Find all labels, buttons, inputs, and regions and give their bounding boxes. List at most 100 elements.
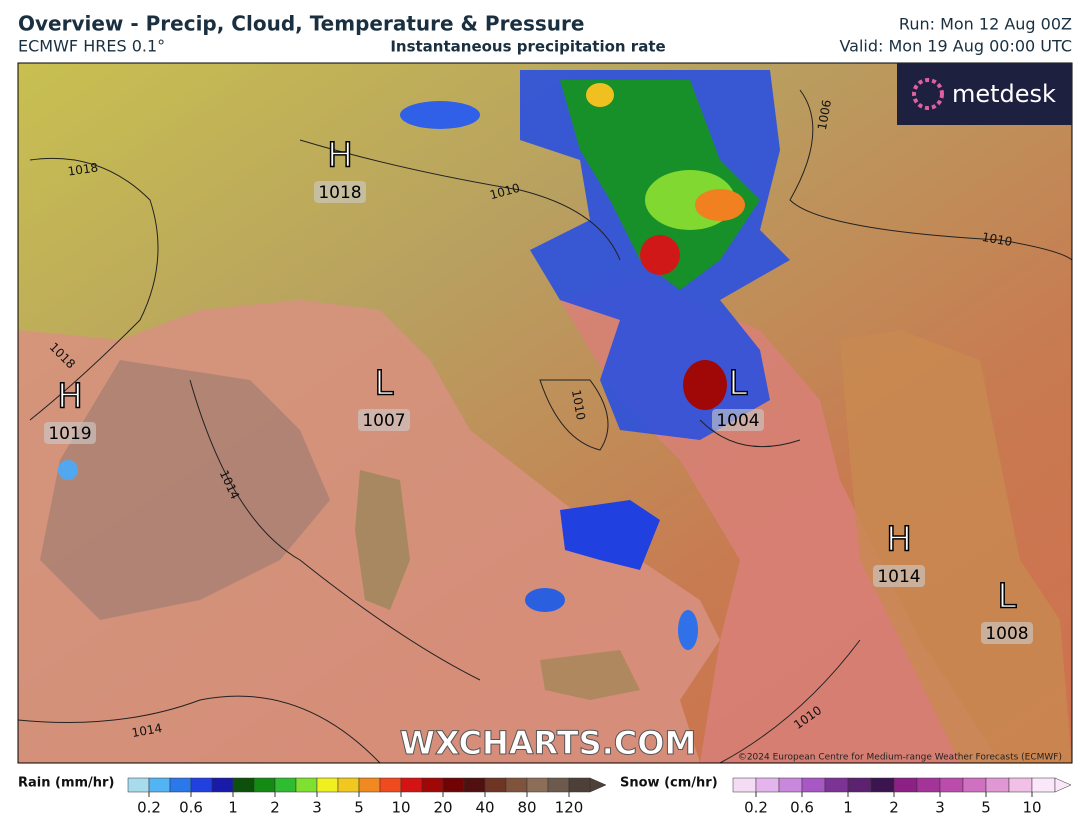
rain-swatch bbox=[253, 777, 276, 793]
rain-tick-label: 10 bbox=[391, 799, 410, 817]
rain-swatch bbox=[316, 777, 339, 793]
pressure-value: 1014 bbox=[877, 567, 920, 587]
rain-legend-title: Rain (mm/hr) bbox=[18, 776, 114, 791]
model: ECMWF HRES 0.1° bbox=[18, 37, 165, 56]
rain-swatch bbox=[190, 777, 213, 793]
logo-box bbox=[897, 63, 1072, 125]
rain-tick-label: 2 bbox=[270, 799, 280, 817]
pressure-value: 1004 bbox=[716, 411, 759, 431]
rain-swatch bbox=[526, 777, 549, 793]
rain-swatch bbox=[379, 777, 402, 793]
pressure-value: 1008 bbox=[985, 624, 1028, 644]
title: Overview - Precip, Cloud, Temperature & … bbox=[18, 12, 584, 36]
pressure-label-bg bbox=[44, 422, 96, 444]
rain-swatch bbox=[505, 777, 528, 793]
snow-swatch bbox=[778, 777, 803, 793]
pressure-value: 1007 bbox=[362, 411, 405, 431]
land-east bbox=[840, 330, 1072, 763]
logo: metdesk bbox=[952, 80, 1056, 108]
pressure-value: 1019 bbox=[48, 424, 91, 444]
snow-tick-label: 3 bbox=[935, 799, 945, 817]
rain-tick-label: 0.2 bbox=[137, 799, 161, 817]
snow-swatch bbox=[824, 777, 849, 793]
run-time: Run: Mon 12 Aug 00Z bbox=[899, 15, 1072, 34]
pressure-label-bg bbox=[358, 409, 410, 431]
map bbox=[18, 63, 1072, 763]
rain-swatch bbox=[295, 777, 318, 793]
rain-swatch bbox=[274, 777, 297, 793]
rain-arrow bbox=[589, 777, 607, 793]
pressure-symbol: L bbox=[729, 364, 748, 404]
snow-tick-label: 0.2 bbox=[744, 799, 768, 817]
snow-swatch bbox=[801, 777, 826, 793]
cloud bbox=[40, 360, 330, 620]
snow-swatch bbox=[847, 777, 872, 793]
rain-tick-label: 3 bbox=[312, 799, 322, 817]
rain-tick-label: 80 bbox=[517, 799, 536, 817]
rain-tick-label: 40 bbox=[475, 799, 494, 817]
pressure-symbol: H bbox=[57, 377, 83, 417]
snow-swatch bbox=[732, 777, 757, 793]
map-frame bbox=[17, 62, 1073, 764]
island bbox=[355, 470, 410, 610]
rain-swatch bbox=[442, 777, 465, 793]
isobar-label: 1006 bbox=[815, 99, 834, 132]
rain-tick-label: 20 bbox=[433, 799, 452, 817]
isobar-label: 1014 bbox=[131, 721, 164, 740]
pressure-symbol: L bbox=[998, 577, 1017, 617]
isobar-label: 1010 bbox=[981, 230, 1014, 249]
pressure-label-bg bbox=[873, 565, 925, 587]
rain-tick-label: 0.6 bbox=[179, 799, 203, 817]
pressure-symbol: H bbox=[327, 136, 353, 176]
isobar-label: 1010 bbox=[569, 389, 588, 422]
snow-swatch bbox=[916, 777, 941, 793]
snow-arrow bbox=[1054, 777, 1072, 793]
isobar-label: 1018 bbox=[67, 160, 99, 178]
rain-swatch bbox=[127, 777, 150, 793]
valid-time: Valid: Mon 19 Aug 00:00 UTC bbox=[839, 37, 1072, 56]
snow-tick-label: 10 bbox=[1022, 799, 1041, 817]
snow-tick-label: 0.6 bbox=[790, 799, 814, 817]
snow-tick-label: 1 bbox=[843, 799, 853, 817]
copyright: ©2024 European Centre for Medium-range W… bbox=[738, 753, 1062, 763]
rain-swatch bbox=[232, 777, 255, 793]
snow-tick-label: 2 bbox=[889, 799, 899, 817]
island bbox=[540, 650, 640, 700]
rain-tick-label: 120 bbox=[555, 799, 584, 817]
rain-swatch bbox=[169, 777, 192, 793]
snow-swatch bbox=[1008, 777, 1033, 793]
watermark: WXCHARTS.COM bbox=[400, 724, 697, 762]
snow-swatch bbox=[755, 777, 780, 793]
subtitle: Instantaneous precipitation rate bbox=[390, 38, 665, 56]
snow-swatch bbox=[939, 777, 964, 793]
rain-swatch bbox=[484, 777, 507, 793]
rain-swatch bbox=[211, 777, 234, 793]
rain-swatch bbox=[547, 777, 570, 793]
rain-swatch bbox=[421, 777, 444, 793]
logo-icon bbox=[912, 78, 944, 110]
snow-swatch bbox=[893, 777, 918, 793]
rain-tick-label: 5 bbox=[354, 799, 364, 817]
pressure-value: 1018 bbox=[318, 183, 361, 203]
rain-swatch bbox=[568, 777, 591, 793]
rain-swatch bbox=[463, 777, 486, 793]
pressure-label-bg bbox=[981, 622, 1033, 644]
snow-tick-label: 5 bbox=[981, 799, 991, 817]
pressure-label-bg bbox=[712, 409, 764, 431]
rain-tick-label: 1 bbox=[228, 799, 238, 817]
rain-swatch bbox=[148, 777, 171, 793]
snow-swatch bbox=[962, 777, 987, 793]
rain-swatch bbox=[337, 777, 360, 793]
snow-swatch bbox=[1031, 777, 1056, 793]
snow-swatch bbox=[985, 777, 1010, 793]
snow-swatch bbox=[870, 777, 895, 793]
isobars bbox=[18, 89, 1072, 763]
pressure-label-bg bbox=[314, 181, 366, 203]
rain-swatch bbox=[400, 777, 423, 793]
pressure-symbol: H bbox=[886, 520, 912, 560]
rain-swatch bbox=[358, 777, 381, 793]
snow-legend-title: Snow (cm/hr) bbox=[620, 776, 718, 791]
precipitation bbox=[58, 70, 790, 650]
pressure-symbol: L bbox=[375, 364, 394, 404]
